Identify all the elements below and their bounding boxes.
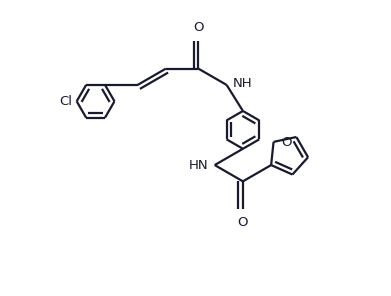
Text: O: O (281, 136, 292, 149)
Text: O: O (193, 21, 204, 34)
Text: Cl: Cl (59, 95, 72, 108)
Text: O: O (238, 215, 248, 229)
Text: NH: NH (233, 77, 253, 90)
Text: HN: HN (188, 159, 208, 172)
